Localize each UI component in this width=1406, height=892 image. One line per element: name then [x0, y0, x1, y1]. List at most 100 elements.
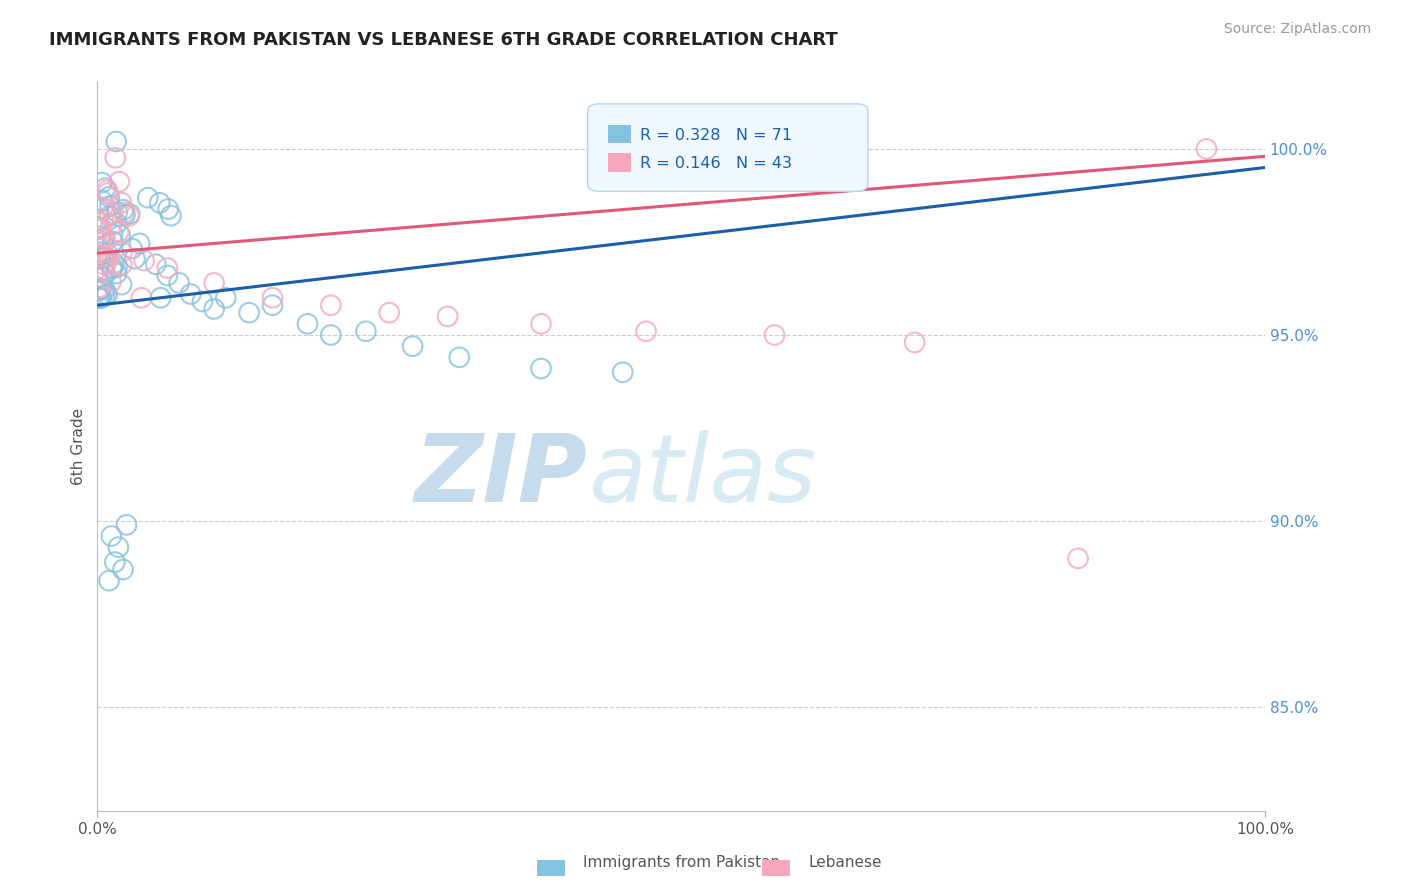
Point [91, 257, 114, 271]
Text: R = 0.146   N = 43: R = 0.146 N = 43 [640, 156, 792, 171]
Point [167, 276, 190, 290]
Point [87, 280, 110, 294]
Point [89, 240, 111, 254]
Point [262, 291, 284, 305]
Point [94, 181, 117, 195]
Point [87, 245, 110, 260]
Point [128, 236, 150, 251]
Y-axis label: 6th Grade: 6th Grade [72, 409, 86, 485]
Point [101, 227, 124, 242]
Point [90, 221, 112, 235]
Point [319, 328, 342, 343]
Point [89, 252, 111, 266]
Point [105, 205, 128, 219]
Point [100, 275, 122, 289]
Point [101, 260, 124, 275]
Point [90, 194, 112, 208]
Point [180, 287, 202, 301]
Point [111, 258, 134, 272]
Point [93, 231, 115, 245]
Point [98, 209, 121, 223]
Point [97, 186, 120, 200]
Point [107, 540, 129, 554]
Point [111, 245, 134, 260]
Point [121, 242, 143, 256]
Point [93, 283, 115, 297]
Point [763, 328, 786, 343]
Point [136, 191, 159, 205]
Point [108, 228, 131, 243]
Point [202, 301, 225, 316]
Point [114, 208, 136, 222]
Text: IMMIGRANTS FROM PAKISTAN VS LEBANESE 6TH GRADE CORRELATION CHART: IMMIGRANTS FROM PAKISTAN VS LEBANESE 6TH… [49, 31, 838, 49]
Point [112, 202, 135, 217]
Point [107, 224, 129, 238]
Point [132, 253, 155, 268]
Point [91, 202, 114, 216]
Point [145, 257, 167, 271]
Point [157, 202, 180, 216]
Point [238, 306, 260, 320]
Point [87, 202, 110, 217]
Point [262, 298, 284, 312]
Point [449, 351, 471, 365]
Point [94, 233, 117, 247]
Point [89, 236, 111, 251]
Text: atlas: atlas [588, 430, 815, 521]
Point [1067, 551, 1090, 566]
Point [401, 339, 423, 353]
Point [530, 317, 553, 331]
Point [87, 219, 110, 234]
Point [105, 135, 128, 149]
Point [319, 298, 342, 312]
Point [100, 261, 122, 276]
Point [87, 291, 110, 305]
Point [131, 291, 153, 305]
Point [94, 266, 117, 280]
Point [101, 206, 124, 220]
Point [98, 190, 121, 204]
Point [904, 335, 927, 350]
Point [112, 562, 135, 576]
Text: Source: ZipAtlas.com: Source: ZipAtlas.com [1223, 22, 1371, 37]
Point [94, 250, 117, 264]
Point [98, 199, 121, 213]
Text: Immigrants from Pakistan: Immigrants from Pakistan [583, 855, 780, 870]
Point [110, 195, 132, 210]
Text: ZIP: ZIP [415, 430, 588, 522]
Point [105, 267, 128, 281]
Point [96, 251, 118, 265]
Point [118, 209, 141, 223]
Point [89, 229, 111, 244]
Point [636, 324, 658, 338]
Point [108, 175, 131, 189]
Point [115, 517, 138, 532]
Point [93, 249, 115, 263]
Point [101, 235, 124, 249]
Point [89, 291, 111, 305]
Point [124, 252, 146, 266]
Point [87, 291, 110, 305]
Point [98, 574, 121, 588]
Point [612, 365, 634, 379]
Text: Lebanese: Lebanese [808, 855, 882, 870]
Point [103, 256, 125, 270]
Point [93, 289, 115, 303]
Point [90, 291, 112, 305]
Point [90, 245, 112, 260]
Point [104, 151, 127, 165]
Point [436, 310, 458, 324]
Point [100, 529, 122, 543]
Point [378, 306, 401, 320]
FancyBboxPatch shape [607, 125, 631, 144]
Point [118, 207, 141, 221]
Point [100, 218, 122, 232]
Point [96, 245, 118, 260]
Point [1195, 142, 1218, 156]
Point [87, 216, 110, 230]
Point [104, 555, 127, 569]
Point [202, 276, 225, 290]
Point [354, 324, 377, 338]
Point [215, 291, 238, 305]
Point [90, 291, 112, 305]
